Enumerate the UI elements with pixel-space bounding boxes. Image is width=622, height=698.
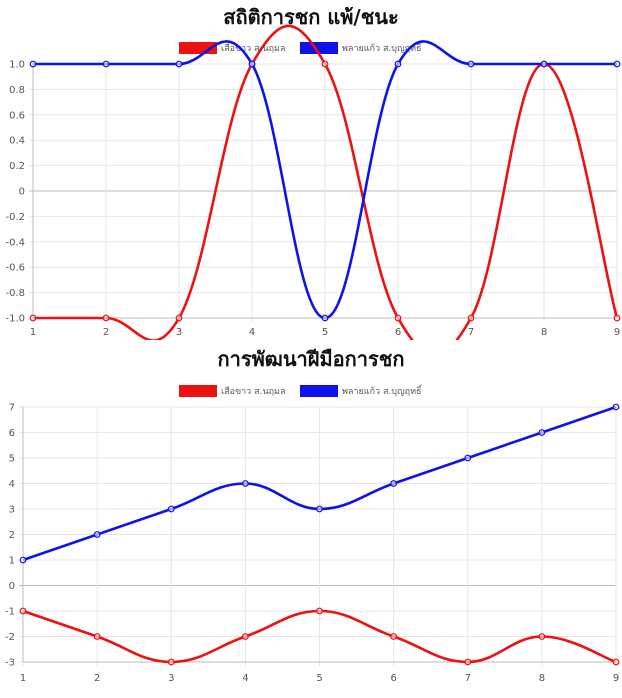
x-tick-label: 1 — [30, 327, 36, 338]
data-point[interactable] — [394, 314, 402, 322]
data-point[interactable] — [538, 429, 546, 436]
y-tick-label: 1.0 — [9, 60, 25, 71]
data-point[interactable] — [321, 314, 329, 322]
x-tick-label: 1 — [20, 673, 26, 684]
y-tick-label: -0.6 — [5, 263, 25, 274]
y-tick-label: -0.2 — [5, 212, 25, 223]
data-point[interactable] — [19, 556, 27, 564]
x-tick-label: 4 — [242, 673, 248, 684]
x-tick-label: 9 — [613, 673, 619, 684]
data-point[interactable] — [613, 60, 621, 68]
x-tick-label: 2 — [103, 327, 109, 338]
y-tick-label: 0 — [19, 187, 25, 198]
data-point[interactable] — [102, 60, 110, 68]
x-tick-label: 7 — [468, 327, 474, 338]
y-tick-label: 7 — [9, 403, 15, 414]
chart-legend: เสือขาว ส.นฤมล พลายแก้ว ส.บุญฤทธิ์ — [179, 384, 423, 397]
data-point[interactable] — [93, 633, 101, 640]
y-tick-label: 0 — [9, 581, 15, 592]
y-tick-label: 0.6 — [9, 110, 25, 121]
x-tick-label: 6 — [390, 673, 396, 684]
data-point[interactable] — [167, 658, 175, 666]
y-tick-label: -0.8 — [5, 288, 25, 299]
legend-label-blue: พลายแก้ว ส.บุญฤทธิ์ — [342, 384, 423, 397]
data-point[interactable] — [29, 60, 37, 68]
legend-label-red: เสือขาว ส.นฤมล — [221, 43, 286, 54]
chart-title: สถิติการชก แพ้/ชนะ — [223, 5, 398, 29]
data-point[interactable] — [175, 314, 183, 322]
data-point[interactable] — [175, 60, 183, 68]
skill-development-chart-svg: การพัฒนาฝีมือการชก เสือขาว ส.นฤมล พลายแก… — [5, 347, 620, 684]
chart-legend: เสือขาว ส.นฤมล พลายแก้ว ส.บุญฤทธิ์ — [179, 41, 423, 54]
data-point[interactable] — [321, 60, 329, 68]
y-tick-label: -3 — [5, 658, 15, 669]
y-tick-label: 0.8 — [9, 85, 25, 96]
y-tick-label: 4 — [9, 479, 15, 490]
legend-swatch-blue — [300, 42, 338, 54]
y-tick-label: 2 — [9, 530, 15, 541]
skill-development-chart: การพัฒนาฝีมือการชก เสือขาว ส.นฤมล พลายแก… — [0, 340, 622, 694]
plot-area: 7 6 5 4 3 2 1 0 -1 -2 -3 1 2 3 4 5 6 7 8 9 — [5, 403, 620, 684]
x-tick-label: 4 — [249, 327, 255, 338]
x-tick-label: 3 — [168, 673, 174, 684]
x-tick-label: 9 — [614, 327, 620, 338]
y-tick-label: -1 — [5, 607, 15, 618]
legend-label-red: เสือขาว ส.นฤมล — [221, 386, 286, 397]
x-tick-label: 7 — [465, 673, 471, 684]
win-loss-chart: สถิติการชก แพ้/ชนะ เสือขาว ส.นฤมล พลายแก… — [0, 0, 622, 358]
x-tick-label: 8 — [539, 673, 545, 684]
y-tick-label: -1.0 — [5, 314, 25, 325]
data-point[interactable] — [467, 314, 475, 322]
data-point[interactable] — [467, 60, 475, 68]
plot-area: 1.0 0.8 0.6 0.4 0.2 0 -0.2 -0.4 -0.6 -0.8 -1.0 1 2 3 4… — [5, 24, 621, 358]
y-tick-label: 6 — [9, 428, 15, 439]
y-tick-label: -2 — [5, 632, 15, 643]
y-tick-label: 1 — [9, 556, 15, 567]
data-point[interactable] — [248, 60, 256, 68]
legend-swatch-red — [179, 385, 217, 397]
x-tick-label: 3 — [176, 327, 182, 338]
x-tick-label: 8 — [541, 327, 547, 338]
data-point[interactable] — [612, 658, 620, 666]
y-tick-label: 0.4 — [9, 136, 25, 147]
legend-swatch-blue — [300, 385, 338, 397]
legend-label-blue: พลายแก้ว ส.บุญฤทธิ์ — [342, 41, 423, 54]
y-tick-label: -0.4 — [5, 237, 25, 248]
y-tick-label: 0.2 — [9, 161, 25, 172]
win-loss-chart-svg: สถิติการชก แพ้/ชนะ เสือขาว ส.นฤมล พลายแก… — [5, 5, 621, 358]
data-point[interactable] — [241, 480, 249, 487]
x-tick-label: 5 — [322, 327, 328, 338]
series-line-red — [33, 24, 619, 358]
data-point[interactable] — [390, 480, 398, 487]
data-point[interactable] — [316, 607, 323, 615]
chart-title: การพัฒนาฝีมือการชก — [218, 347, 405, 371]
y-tick-label: 3 — [9, 505, 15, 516]
data-point[interactable] — [394, 60, 402, 68]
data-point[interactable] — [612, 403, 620, 411]
data-point[interactable] — [19, 607, 27, 615]
data-point[interactable] — [613, 314, 621, 322]
data-point[interactable] — [316, 505, 323, 513]
data-point[interactable] — [167, 505, 175, 513]
data-point[interactable] — [464, 658, 472, 666]
data-point[interactable] — [102, 314, 110, 322]
data-point[interactable] — [538, 633, 546, 640]
data-point[interactable] — [540, 60, 548, 68]
x-tick-label: 5 — [316, 673, 322, 684]
y-tick-label: 5 — [9, 454, 15, 465]
data-point[interactable] — [390, 633, 398, 640]
x-tick-label: 2 — [94, 673, 100, 684]
data-point[interactable] — [241, 633, 249, 640]
data-point[interactable] — [29, 314, 37, 322]
x-tick-label: 6 — [395, 327, 401, 338]
data-point[interactable] — [93, 531, 101, 538]
data-point[interactable] — [464, 454, 472, 462]
